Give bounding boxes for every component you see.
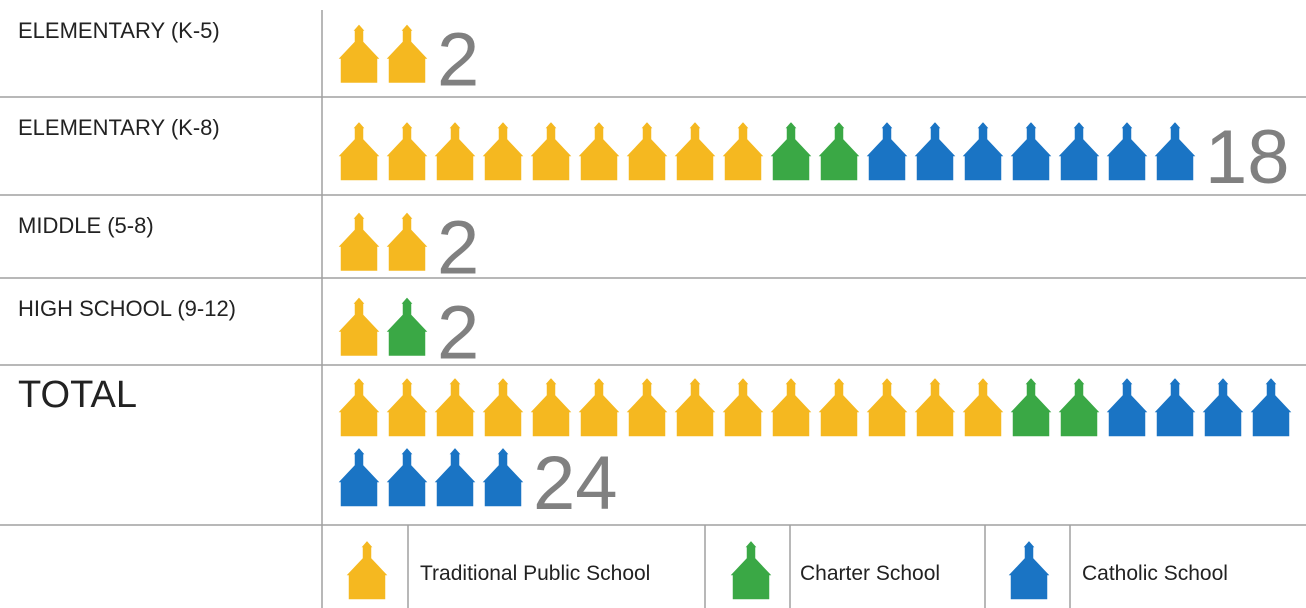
school-icon xyxy=(1055,119,1103,182)
school-icon xyxy=(575,119,623,182)
school-icon xyxy=(431,119,479,182)
legend-icon xyxy=(343,538,391,601)
legend-label: Charter School xyxy=(800,562,940,585)
school-icon xyxy=(911,375,959,438)
school-icon xyxy=(335,119,383,182)
school-icon xyxy=(1103,375,1151,438)
school-icon xyxy=(911,119,959,182)
school-icon xyxy=(1199,375,1247,438)
school-icon xyxy=(335,22,383,85)
school-icon xyxy=(335,210,383,273)
row-label: HIGH SCHOOL (9-12) xyxy=(18,296,236,321)
school-icon xyxy=(335,295,383,358)
school-icon xyxy=(1247,375,1295,438)
school-icon xyxy=(383,22,431,85)
school-icon xyxy=(383,375,431,438)
school-icon xyxy=(479,375,527,438)
school-icon xyxy=(383,295,431,358)
school-icon xyxy=(767,375,815,438)
school-icon xyxy=(815,119,863,182)
school-icon xyxy=(959,375,1007,438)
school-icon xyxy=(767,119,815,182)
row-total: 2 xyxy=(437,206,479,291)
school-icon xyxy=(719,375,767,438)
row-total: 18 xyxy=(1205,115,1290,200)
school-icon xyxy=(383,119,431,182)
row-label: ELEMENTARY (K-5) xyxy=(18,18,220,43)
school-icon xyxy=(335,375,383,438)
legend-icon xyxy=(1005,538,1053,601)
school-icon xyxy=(431,445,479,508)
school-icon xyxy=(815,375,863,438)
legend-label: Traditional Public School xyxy=(420,562,650,585)
school-icon xyxy=(383,445,431,508)
school-icon xyxy=(671,375,719,438)
school-icon xyxy=(431,375,479,438)
row-label: TOTAL xyxy=(18,374,137,416)
school-icon xyxy=(623,375,671,438)
legend-label: Catholic School xyxy=(1082,562,1228,585)
school-icon xyxy=(527,375,575,438)
school-icon xyxy=(623,119,671,182)
school-icon xyxy=(863,375,911,438)
school-icon xyxy=(863,119,911,182)
school-icon xyxy=(959,119,1007,182)
school-icon xyxy=(383,210,431,273)
school-icon xyxy=(1151,119,1199,182)
school-icon xyxy=(335,445,383,508)
school-icon xyxy=(1151,375,1199,438)
school-icon xyxy=(527,119,575,182)
school-icon xyxy=(1007,375,1055,438)
row-total: 2 xyxy=(437,291,479,376)
school-icon xyxy=(479,119,527,182)
row-label: ELEMENTARY (K-8) xyxy=(18,115,220,140)
school-icon xyxy=(1007,119,1055,182)
school-icon xyxy=(671,119,719,182)
row-total: 24 xyxy=(533,441,618,526)
legend-icon xyxy=(727,538,775,601)
row-label: MIDDLE (5-8) xyxy=(18,213,154,238)
school-icon xyxy=(575,375,623,438)
school-icon xyxy=(1103,119,1151,182)
school-icon xyxy=(479,445,527,508)
row-total: 2 xyxy=(437,18,479,103)
school-icon xyxy=(719,119,767,182)
school-icon xyxy=(1055,375,1103,438)
